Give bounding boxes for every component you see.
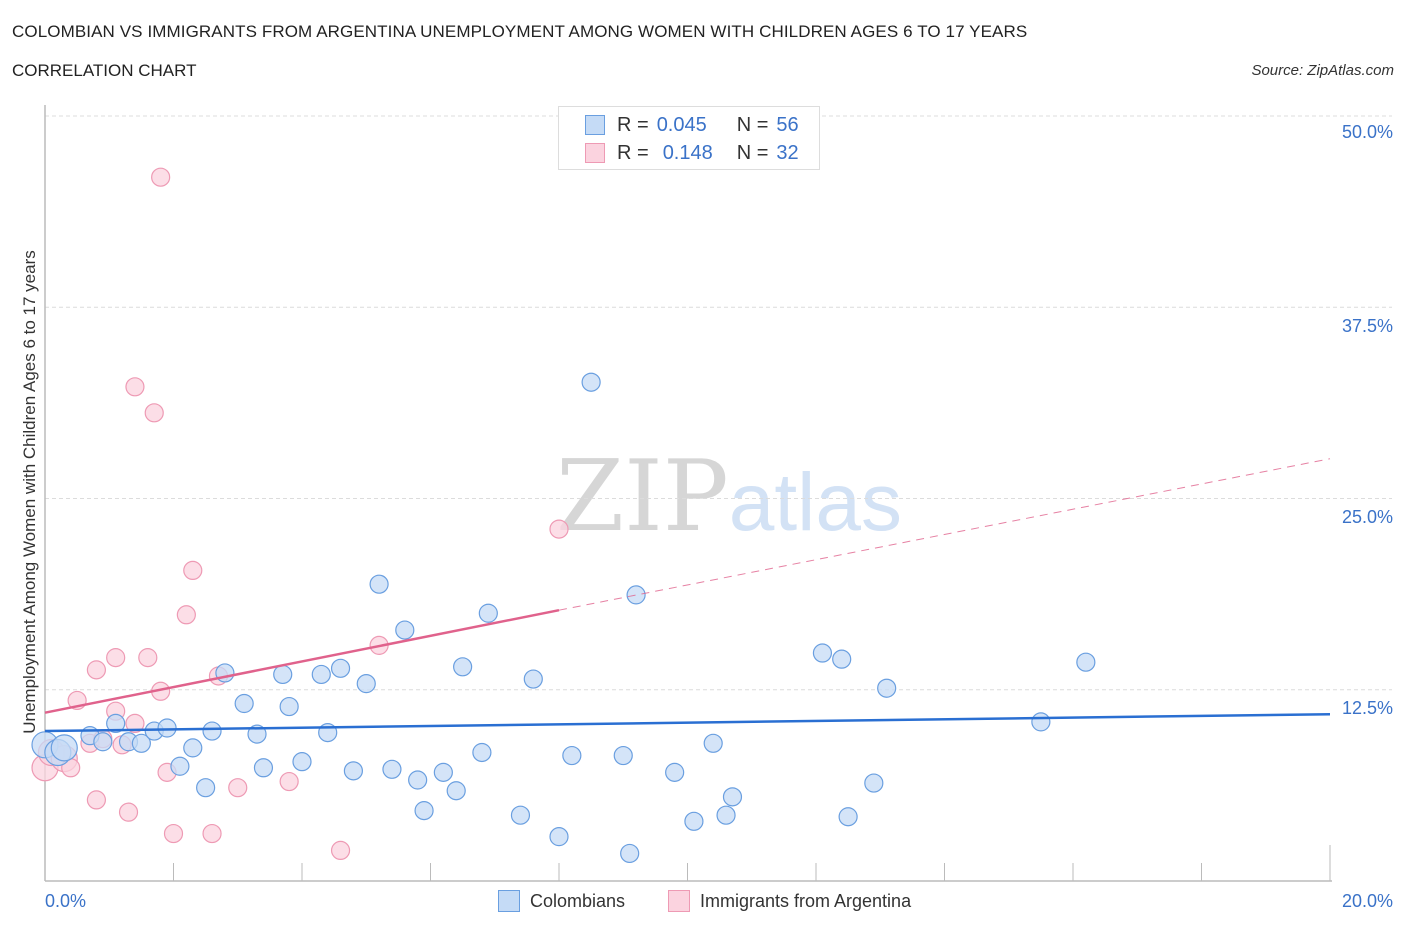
colombians-legend-swatch-icon (498, 890, 520, 912)
y-tick-12-5: 12.5% (1341, 698, 1393, 718)
argentina-trend-extension (558, 458, 1331, 611)
colombian-data-point (50, 734, 78, 762)
stats-row-colombians: R = 0.045 N = 56 (585, 112, 799, 138)
colombian-data-point (665, 762, 685, 782)
argentina-legend-swatch-icon (668, 890, 690, 912)
colombian-data-point (864, 773, 884, 793)
colombian-data-point (157, 718, 177, 738)
colombian-data-point (812, 643, 833, 663)
colombian-data-point (408, 770, 428, 790)
argentina-data-point (144, 403, 164, 423)
colombian-data-point (433, 762, 453, 782)
colombian-data-point (247, 724, 267, 744)
colombian-data-point (131, 733, 151, 753)
y-tick-25: 25.0% (1341, 507, 1393, 527)
colombian-data-point (703, 733, 723, 753)
argentina-data-point (183, 560, 203, 581)
x-tick-20: 20.0% (1341, 891, 1393, 911)
argentina-data-point (202, 823, 222, 844)
argentina-data-point (138, 648, 158, 668)
colombian-data-point (832, 649, 852, 669)
colombian-data-point (369, 574, 389, 594)
argentina-data-point (118, 802, 139, 822)
chart-title: COLOMBIAN VS IMMIGRANTS FROM ARGENTINA U… (12, 22, 1028, 41)
chart-subtitle: CORRELATION CHART (12, 61, 197, 80)
colombian-data-point (838, 807, 858, 827)
colombian-data-point (1076, 652, 1096, 672)
argentina-data-point (86, 790, 107, 810)
r-value-argentina: 0.148 (662, 141, 713, 164)
colombian-data-point (202, 721, 222, 741)
colombian-data-point (510, 805, 531, 825)
argentina-data-point (125, 377, 145, 397)
colombian-data-point (478, 603, 498, 623)
argentina-data-point (549, 519, 569, 539)
colombian-data-point (549, 827, 569, 847)
colombians-swatch-icon (585, 115, 605, 135)
argentina-trend-line (44, 608, 560, 714)
y-tick-50: 50.0% (1341, 122, 1393, 142)
colombian-data-point (106, 713, 126, 734)
colombian-data-point (581, 372, 601, 392)
legend-item-argentina[interactable]: Immigrants from Argentina (668, 890, 911, 912)
colombian-data-point (356, 674, 376, 694)
legend-label-colombians: Colombians (530, 890, 626, 911)
colombian-data-point (196, 778, 216, 798)
argentina-data-point (151, 167, 171, 187)
argentina-data-point (228, 778, 248, 798)
colombian-data-point (523, 669, 543, 689)
colombian-data-point (343, 761, 363, 781)
argentina-data-point (330, 840, 351, 861)
argentina-data-point (106, 648, 126, 668)
colombian-data-point (292, 752, 312, 772)
argentina-data-point (125, 713, 145, 734)
colombian-data-point (626, 585, 646, 605)
colombian-data-point (253, 758, 274, 778)
x-tick-0: 0.0% (45, 891, 87, 911)
argentina-data-point (176, 605, 196, 625)
argentina-swatch-icon (585, 143, 605, 163)
colombian-data-point (722, 787, 743, 807)
colombian-data-point (382, 759, 402, 779)
colombian-data-point (716, 805, 736, 825)
legend-label-argentina: Immigrants from Argentina (700, 890, 912, 911)
colombian-data-point (1031, 712, 1051, 732)
colombian-data-point (684, 811, 704, 831)
colombian-data-point (620, 843, 640, 864)
r-value-colombians: 0.045 (656, 113, 707, 136)
colombian-data-point (93, 732, 113, 752)
colombian-data-point (234, 693, 254, 714)
colombian-data-point (877, 678, 897, 698)
colombian-data-point (273, 664, 293, 685)
y-tick-37-5: 37.5% (1341, 316, 1393, 336)
argentina-data-point (86, 660, 107, 680)
colombian-data-point (279, 696, 299, 717)
colombian-data-point (613, 745, 633, 766)
colombian-data-point (472, 742, 492, 763)
argentina-data-point (163, 823, 184, 844)
n-label: N = (736, 113, 769, 136)
source-credit: Source: ZipAtlas.com (1251, 62, 1394, 79)
n-label: N = (736, 141, 769, 164)
colombian-data-point (453, 657, 473, 677)
colombian-data-point (395, 620, 415, 640)
argentina-data-point (279, 771, 299, 792)
colombian-data-point (330, 658, 351, 678)
n-value-argentina: 32 (776, 141, 799, 164)
stats-box: R = 0.045 N = 56 R = 0.148 N = 32 (558, 106, 820, 170)
colombian-data-point (562, 745, 582, 766)
colombian-data-point (414, 801, 434, 821)
colombians-trend-line (44, 712, 1331, 733)
colombian-data-point (170, 756, 190, 776)
stats-row-argentina: R = 0.148 N = 32 (585, 140, 799, 166)
colombian-data-point (311, 664, 331, 685)
r-label: R = (617, 113, 649, 136)
colombian-data-point (446, 781, 466, 801)
n-value-colombians: 56 (776, 113, 799, 136)
colombian-data-point (183, 738, 203, 758)
r-label: R = (617, 141, 649, 164)
legend-item-colombians[interactable]: Colombians (498, 890, 625, 912)
